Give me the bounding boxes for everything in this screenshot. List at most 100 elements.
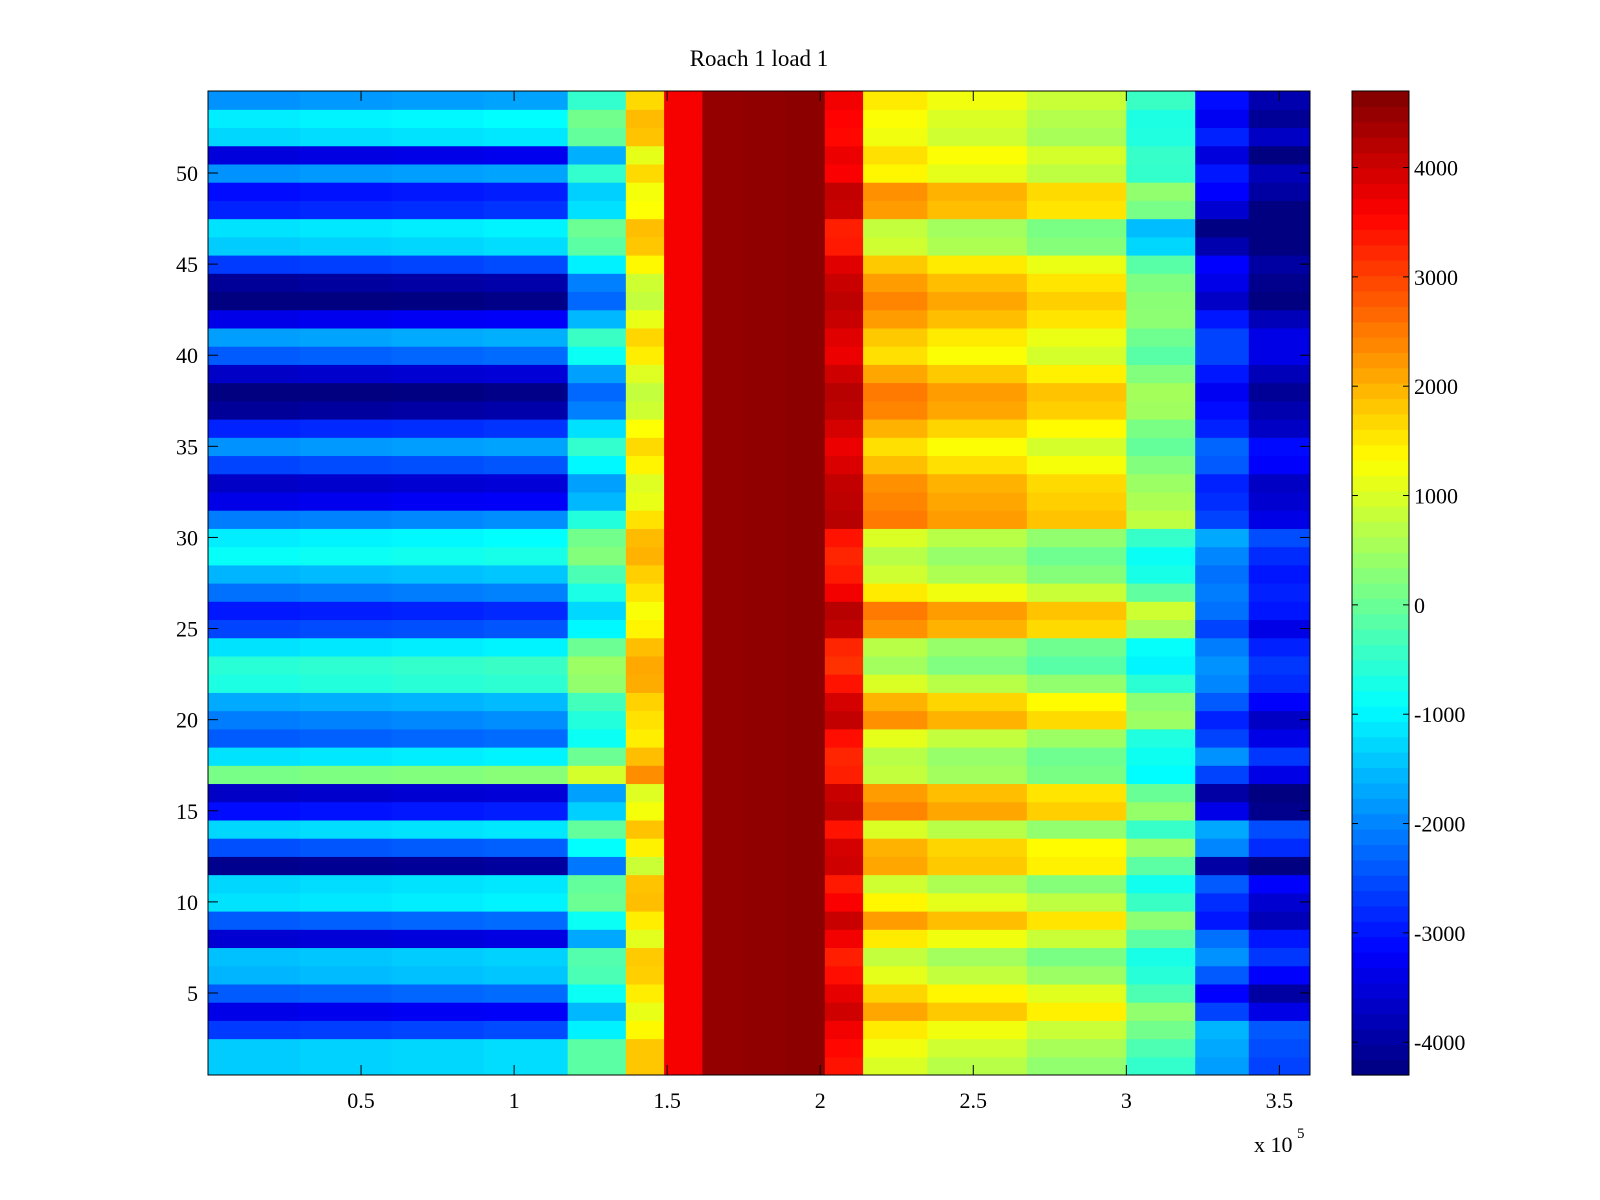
heatmap-cell (702, 364, 745, 384)
y-axis: 5 10 15 20 25 30 35 40 45 50 (176, 161, 1310, 1006)
heatmap-cell (1248, 838, 1310, 857)
heatmap-cell (863, 327, 928, 347)
heatmap-cell (1026, 200, 1127, 220)
x-tick-label: 2 (815, 1088, 826, 1113)
heatmap-cell (1195, 419, 1250, 438)
heatmap-cell (567, 273, 627, 293)
heatmap-cell (664, 856, 703, 876)
heatmap-cell (664, 655, 703, 675)
heatmap-cell (299, 728, 393, 748)
heatmap-cell (483, 528, 569, 548)
heatmap-cell (625, 1020, 665, 1040)
heatmap-cell (208, 1020, 301, 1040)
heatmap-cell (927, 127, 1028, 147)
colorbar-step (1352, 198, 1409, 215)
heatmap-cell (785, 473, 826, 493)
heatmap-cell (483, 892, 569, 912)
heatmap-cell (1026, 783, 1127, 803)
heatmap-cell (1126, 145, 1196, 165)
colorbar-step (1352, 521, 1409, 538)
y-tick-label: 15 (176, 799, 198, 824)
heatmap-cell (863, 491, 928, 511)
heatmap-cell (1126, 674, 1196, 693)
heatmap-cell (1126, 655, 1196, 675)
colorbar-step (1352, 1028, 1409, 1045)
heatmap-cell (927, 109, 1028, 129)
heatmap-cell (208, 127, 301, 147)
heatmap-cell (863, 874, 928, 894)
heatmap-cell (299, 674, 393, 693)
colorbar-step (1352, 137, 1409, 154)
heatmap-cell (664, 437, 703, 457)
heatmap-cell (702, 874, 745, 894)
heatmap-cell (927, 491, 1028, 511)
heatmap-cell (1195, 583, 1250, 602)
heatmap-cell (824, 510, 864, 529)
heatmap-cell (664, 892, 703, 912)
heatmap-cell (824, 182, 864, 201)
heatmap-cell (863, 564, 928, 584)
heatmap-cell (785, 619, 826, 639)
heatmap-cell (702, 437, 745, 457)
heatmap-cell (702, 200, 745, 220)
heatmap-cell (1195, 491, 1250, 511)
heatmap-cell (824, 728, 864, 748)
heatmap-cell (208, 692, 301, 712)
x-tick-label: 0.5 (347, 1088, 375, 1113)
heatmap-cell (743, 473, 786, 493)
heatmap-cell (299, 1038, 393, 1058)
heatmap-cell (483, 947, 569, 967)
heatmap-cell (1026, 801, 1127, 821)
heatmap-cell (824, 163, 864, 183)
heatmap-cell (1195, 1020, 1250, 1040)
heatmap-cell (1126, 163, 1196, 183)
heatmap-cell (702, 728, 745, 748)
heatmap-cell (208, 856, 301, 876)
heatmap-cell (1248, 564, 1310, 584)
heatmap-cell (567, 747, 627, 766)
heatmap-cell (567, 674, 627, 693)
heatmap-cell (785, 163, 826, 183)
heatmap-cell (863, 419, 928, 438)
heatmap-cell (824, 327, 864, 347)
heatmap-cell (863, 1020, 928, 1040)
heatmap-cell (483, 856, 569, 876)
colorbar-step (1352, 383, 1409, 400)
heatmap-cell (785, 983, 826, 1003)
heatmap-cell (391, 911, 485, 930)
heatmap-cell (824, 929, 864, 949)
heatmap-cell (299, 1020, 393, 1040)
heatmap-cell (664, 747, 703, 766)
heatmap-cell (625, 728, 665, 748)
heatmap-cells (208, 91, 1310, 1075)
heatmap-cell (567, 765, 627, 785)
heatmap-cell (1026, 892, 1127, 912)
heatmap-cell (785, 1002, 826, 1021)
heatmap-cell (664, 692, 703, 712)
heatmap-cell (1248, 346, 1310, 365)
heatmap-cell (1195, 947, 1250, 967)
heatmap-cell (927, 291, 1028, 311)
heatmap-cell (299, 473, 393, 493)
heatmap-cell (391, 200, 485, 220)
heatmap-cell (664, 109, 703, 129)
heatmap-cell (299, 1002, 393, 1021)
heatmap-cell (567, 91, 627, 110)
heatmap-cell (824, 346, 864, 365)
heatmap-cell (664, 400, 703, 420)
heatmap-cell (927, 819, 1028, 839)
heatmap-cell (1195, 91, 1250, 110)
heatmap-cell (664, 127, 703, 147)
heatmap-cell (927, 473, 1028, 493)
heatmap-cell (208, 801, 301, 821)
heatmap-cell (1126, 255, 1196, 274)
heatmap-cell (785, 218, 826, 238)
heatmap-cell (863, 783, 928, 803)
colorbar-step (1352, 1013, 1409, 1030)
heatmap-cell (1195, 255, 1250, 274)
heatmap-cell (1195, 983, 1250, 1003)
heatmap-cell (702, 692, 745, 712)
heatmap-cell (785, 327, 826, 347)
heatmap-cell (1248, 382, 1310, 402)
heatmap-cell (1026, 929, 1127, 949)
